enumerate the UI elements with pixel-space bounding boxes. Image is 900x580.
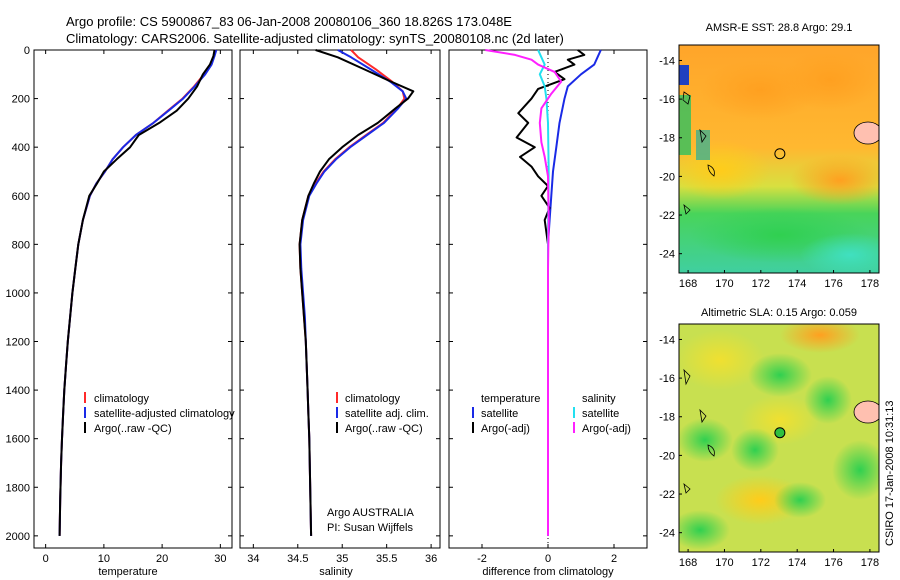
map-x-tick-label: 174 [788, 278, 806, 290]
sst-heatmap [679, 45, 879, 273]
salinity-xlabel: salinity [319, 566, 353, 578]
series-line-salinity-argo-adj [485, 49, 563, 536]
series-line-argo-raw-qc [58, 49, 216, 536]
legend-label-temp-satellite: satellite [481, 408, 518, 420]
temperature-axes-frame [33, 49, 233, 549]
sla-map-title: Altimetric SLA: 0.15 Argo: 0.059 [701, 307, 857, 319]
legend-label-argo: Argo(..raw -QC) [94, 423, 172, 435]
series-line-climatology [298, 49, 406, 536]
legend-label-satellite: satellite-adjusted climatology [94, 408, 235, 420]
series-line-argo-raw-qc [298, 49, 415, 536]
legend-label-argo: Argo(..raw -QC) [345, 423, 423, 435]
x-tick-label: 10 [98, 553, 110, 565]
x-tick-label: 2 [611, 553, 617, 565]
sla-map-frame [678, 323, 880, 553]
legend-label-satellite: satellite adj. clim. [345, 408, 429, 420]
y-tick-label: 1000 [6, 288, 30, 300]
temperature-xlabel: temperature [98, 566, 157, 578]
map-y-tick-label: -16 [659, 94, 675, 106]
legend-label-sal-argo: Argo(-adj) [582, 423, 631, 435]
x-tick-label: 34.5 [287, 553, 308, 565]
sst-map-title: AMSR-E SST: 28.8 Argo: 29.1 [706, 22, 853, 34]
y-tick-label: 1800 [6, 482, 30, 494]
difference-panel: -2 0 2 difference from climatology tempera… [448, 49, 648, 578]
map-x-tick-label: 170 [715, 557, 733, 569]
map-x-tick-label: 178 [861, 278, 879, 290]
temperature-panel: 0 10 20 30 0 200 400 600 800 1000 1200 1400 1600 1800… [6, 45, 236, 578]
sst-map-frame [678, 44, 880, 274]
series-line-climatology [58, 49, 217, 536]
argo-float-marker [774, 148, 786, 160]
salinity-panel: 34 34.5 35 35.5 36 salinity climatology sate… [239, 49, 441, 578]
x-tick-label: 0 [43, 553, 49, 565]
argo-float-marker [774, 427, 786, 439]
y-tick-label: 2000 [6, 531, 30, 543]
map-y-tick-label: -16 [659, 373, 675, 385]
figure-title-line2: Climatology: CARS2006. Satellite-adjuste… [66, 31, 564, 46]
series-line-temperature-argo-adj [515, 49, 586, 536]
sla-map-panel: Altimetric SLA: 0.15 Argo: 0.059 168 170 1… [659, 307, 880, 569]
difference-legend: temperature satellite Argo(-adj) salinit… [472, 393, 631, 435]
legend-label-climatology: climatology [345, 393, 401, 405]
difference-xlabel: difference from climatology [482, 566, 614, 578]
map-x-tick-label: 176 [824, 557, 842, 569]
side-timestamp-label: CSIRO 17-Jan-2008 10:31:13 [884, 400, 896, 546]
y-tick-label: 1200 [6, 337, 30, 349]
x-tick-label: 0 [545, 553, 551, 565]
map-y-tick-label: -24 [659, 528, 675, 540]
map-x-tick-label: 168 [679, 557, 697, 569]
figure-title-line1: Argo profile: CS 5900867_83 06-Jan-2008 … [66, 14, 512, 29]
map-x-tick-label: 176 [824, 278, 842, 290]
y-tick-label: 600 [12, 191, 30, 203]
x-tick-label: 34 [247, 553, 259, 565]
salinity-legend: climatology satellite adj. clim. Argo(..… [336, 392, 429, 435]
legend-heading-salinity: salinity [582, 393, 616, 405]
y-tick-label: 200 [12, 94, 30, 106]
legend-label-climatology: climatology [94, 393, 150, 405]
x-tick-label: 36 [425, 553, 437, 565]
map-y-tick-label: -20 [659, 171, 675, 183]
map-x-tick-label: 170 [715, 278, 733, 290]
temperature-legend: climatology satellite-adjusted climatolo… [84, 392, 235, 435]
y-tick-label: 1600 [6, 434, 30, 446]
map-y-tick-label: -14 [659, 55, 675, 67]
series-line-satellite-adj-clim [299, 49, 408, 536]
x-tick-label: 20 [156, 553, 168, 565]
x-tick-label: 35.5 [376, 553, 397, 565]
x-tick-label: -2 [477, 553, 487, 565]
map-x-tick-label: 168 [679, 278, 697, 290]
x-tick-label: 35 [336, 553, 348, 565]
map-y-tick-label: -18 [659, 412, 675, 424]
sst-map-panel: AMSR-E SST: 28.8 Argo: 29.1 168 170 172 174… [659, 22, 880, 290]
y-tick-label: 800 [12, 239, 30, 251]
map-y-tick-label: -24 [659, 249, 675, 261]
series-line-satellite-adjusted-climatology [58, 49, 218, 536]
legend-label-temp-argo: Argo(-adj) [481, 423, 530, 435]
map-x-tick-label: 172 [752, 557, 770, 569]
salinity-series-group [298, 49, 415, 536]
x-tick-label: 30 [214, 553, 226, 565]
map-y-tick-label: -22 [659, 210, 675, 222]
y-tick-label: 400 [12, 142, 30, 154]
legend-heading-temperature: temperature [481, 393, 540, 405]
argo-program-label: Argo AUSTRALIA [327, 507, 414, 519]
map-y-tick-label: -14 [659, 334, 675, 346]
series-line-temperature-satellite [547, 49, 602, 536]
legend-label-sal-satellite: satellite [582, 408, 619, 420]
salinity-axes-frame [239, 49, 441, 549]
map-x-tick-label: 174 [788, 557, 806, 569]
pi-label: PI: Susan Wijffels [327, 522, 413, 534]
map-y-tick-label: -18 [659, 133, 675, 145]
map-x-tick-label: 178 [861, 557, 879, 569]
y-tick-label: 0 [24, 45, 30, 57]
y-tick-label: 1400 [6, 385, 30, 397]
map-y-tick-label: -20 [659, 450, 675, 462]
temperature-series-group [58, 49, 218, 536]
map-y-tick-label: -22 [659, 489, 675, 501]
map-x-tick-label: 172 [752, 278, 770, 290]
difference-series-group [485, 49, 602, 536]
